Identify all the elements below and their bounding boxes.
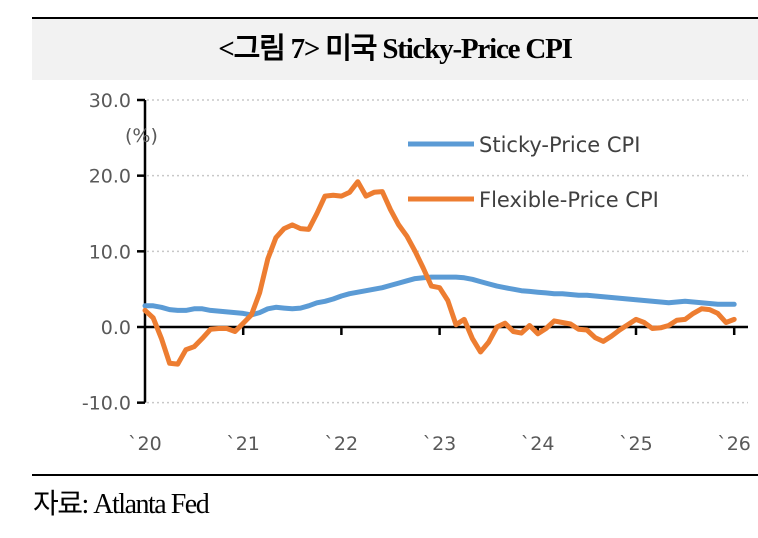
bottom-rule	[32, 474, 758, 476]
x-tick-label: `20	[128, 433, 162, 455]
x-tick-label: `26	[717, 433, 751, 455]
y-tick-label: 20.0	[89, 166, 131, 188]
y-tick-label: -10.0	[82, 393, 131, 415]
x-tick-label: `24	[521, 433, 555, 455]
series-layer	[142, 179, 737, 367]
axis-layer: -10.0 0.0 10.0 20.0 30.0 `20 `21 `22 `23 `24 `25 `2…	[82, 90, 751, 455]
grid-layer	[147, 99, 748, 404]
figure-title: <그림 7> 미국 Sticky-Price CPI	[218, 33, 573, 65]
x-tick-label: `21	[226, 433, 260, 455]
legend-label-sticky: Sticky-Price CPI	[479, 133, 640, 157]
source-note: 자료: Atlanta Fed	[33, 489, 210, 520]
top-rule	[32, 17, 758, 19]
series-line-sticky	[142, 274, 737, 318]
legend-label-flexible: Flexible-Price CPI	[479, 188, 659, 212]
y-tick-label: 30.0	[89, 90, 131, 112]
x-tick-label: `25	[619, 433, 653, 455]
x-tick-label: `23	[423, 433, 457, 455]
series-line-flexible	[142, 179, 737, 367]
y-tick-label: 0.0	[101, 317, 131, 339]
legend: Sticky-Price CPI Flexible-Price CPI	[408, 133, 659, 212]
y-unit-label: (%)	[125, 125, 158, 147]
y-tick-label: 10.0	[89, 241, 131, 263]
x-tick-label: `22	[324, 433, 358, 455]
title-band	[32, 19, 758, 80]
